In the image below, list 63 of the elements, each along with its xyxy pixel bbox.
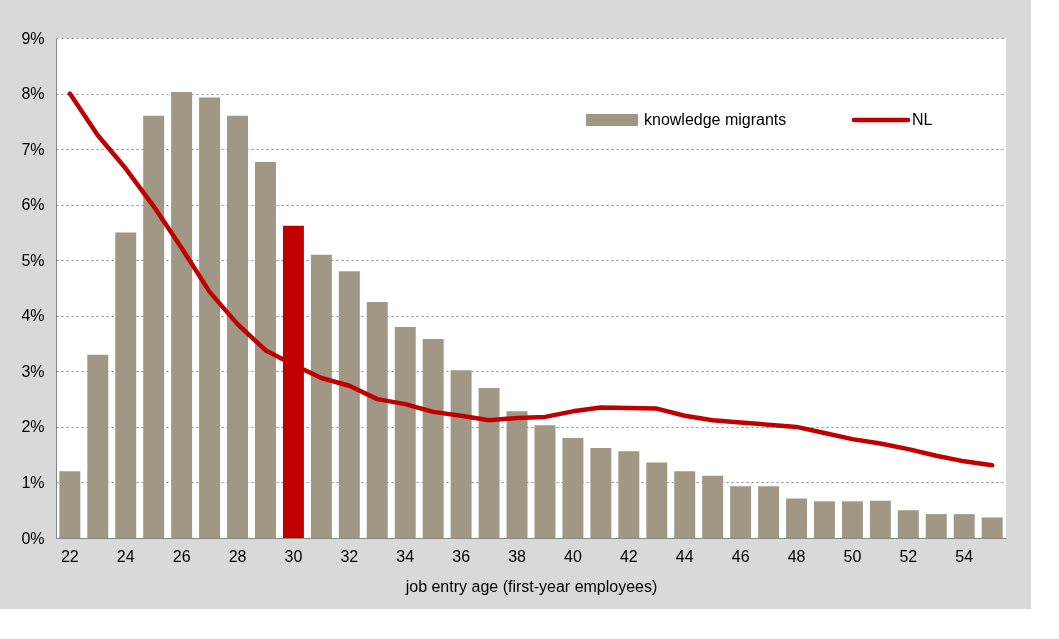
bar	[897, 510, 919, 538]
y-tick-label: 9%	[21, 29, 45, 47]
bar	[534, 425, 556, 538]
x-tick-label: 48	[787, 547, 806, 565]
x-tick-label: 36	[452, 547, 471, 565]
bar	[450, 370, 472, 538]
bar	[618, 451, 640, 538]
x-tick-label: 22	[60, 547, 79, 565]
x-tick-label: 50	[843, 547, 862, 565]
y-tick-label: 5%	[21, 251, 45, 269]
bar	[59, 471, 81, 538]
bar	[255, 161, 276, 538]
bar	[674, 471, 696, 538]
legend-label: knowledge migrants	[644, 111, 787, 128]
bar	[143, 115, 165, 538]
bar	[310, 254, 332, 538]
bar	[199, 97, 221, 538]
bar	[646, 462, 668, 538]
bar	[953, 514, 975, 538]
bar	[115, 232, 137, 538]
x-tick-label: 42	[619, 547, 638, 565]
legend-label: NL	[912, 111, 933, 128]
x-tick-label: 28	[228, 547, 247, 565]
bar	[981, 517, 1003, 538]
x-tick-label: 46	[731, 547, 750, 565]
bar	[786, 498, 807, 538]
x-tick-label: 24	[116, 547, 135, 565]
y-tick-label: 3%	[21, 362, 45, 380]
x-axis-title: job entry age (first-year employees)	[404, 577, 658, 595]
y-tick-label: 4%	[21, 307, 45, 325]
bar	[925, 514, 947, 538]
bar	[478, 388, 500, 538]
bar	[590, 448, 612, 538]
bar	[841, 501, 863, 538]
bar	[87, 354, 109, 538]
y-tick-label: 8%	[21, 85, 45, 103]
x-tick-label: 52	[899, 547, 918, 565]
x-tick-label: 54	[955, 547, 974, 565]
bar	[758, 486, 780, 538]
bar	[394, 326, 416, 538]
x-tick-label: 34	[396, 547, 415, 565]
y-tick-label: 2%	[21, 418, 45, 436]
bar	[366, 301, 388, 538]
x-tick-label: 32	[340, 547, 359, 565]
y-tick-label: 7%	[21, 140, 45, 158]
x-tick-label: 44	[675, 547, 694, 565]
x-tick-label: 40	[564, 547, 582, 565]
bar	[422, 339, 444, 538]
bar	[171, 91, 193, 538]
bar	[869, 500, 891, 538]
y-tick-label: 0%	[21, 529, 45, 547]
bar	[338, 271, 360, 538]
x-tick-label: 38	[508, 547, 527, 565]
y-tick-label: 6%	[21, 196, 45, 214]
bar	[506, 411, 528, 538]
bar	[562, 438, 584, 538]
bar	[813, 501, 835, 538]
x-tick-label: 26	[172, 547, 191, 565]
bar	[227, 115, 249, 538]
bar	[702, 475, 724, 538]
bar	[730, 486, 752, 538]
x-tick-label: 30	[284, 547, 303, 565]
y-tick-label: 1%	[21, 473, 45, 491]
